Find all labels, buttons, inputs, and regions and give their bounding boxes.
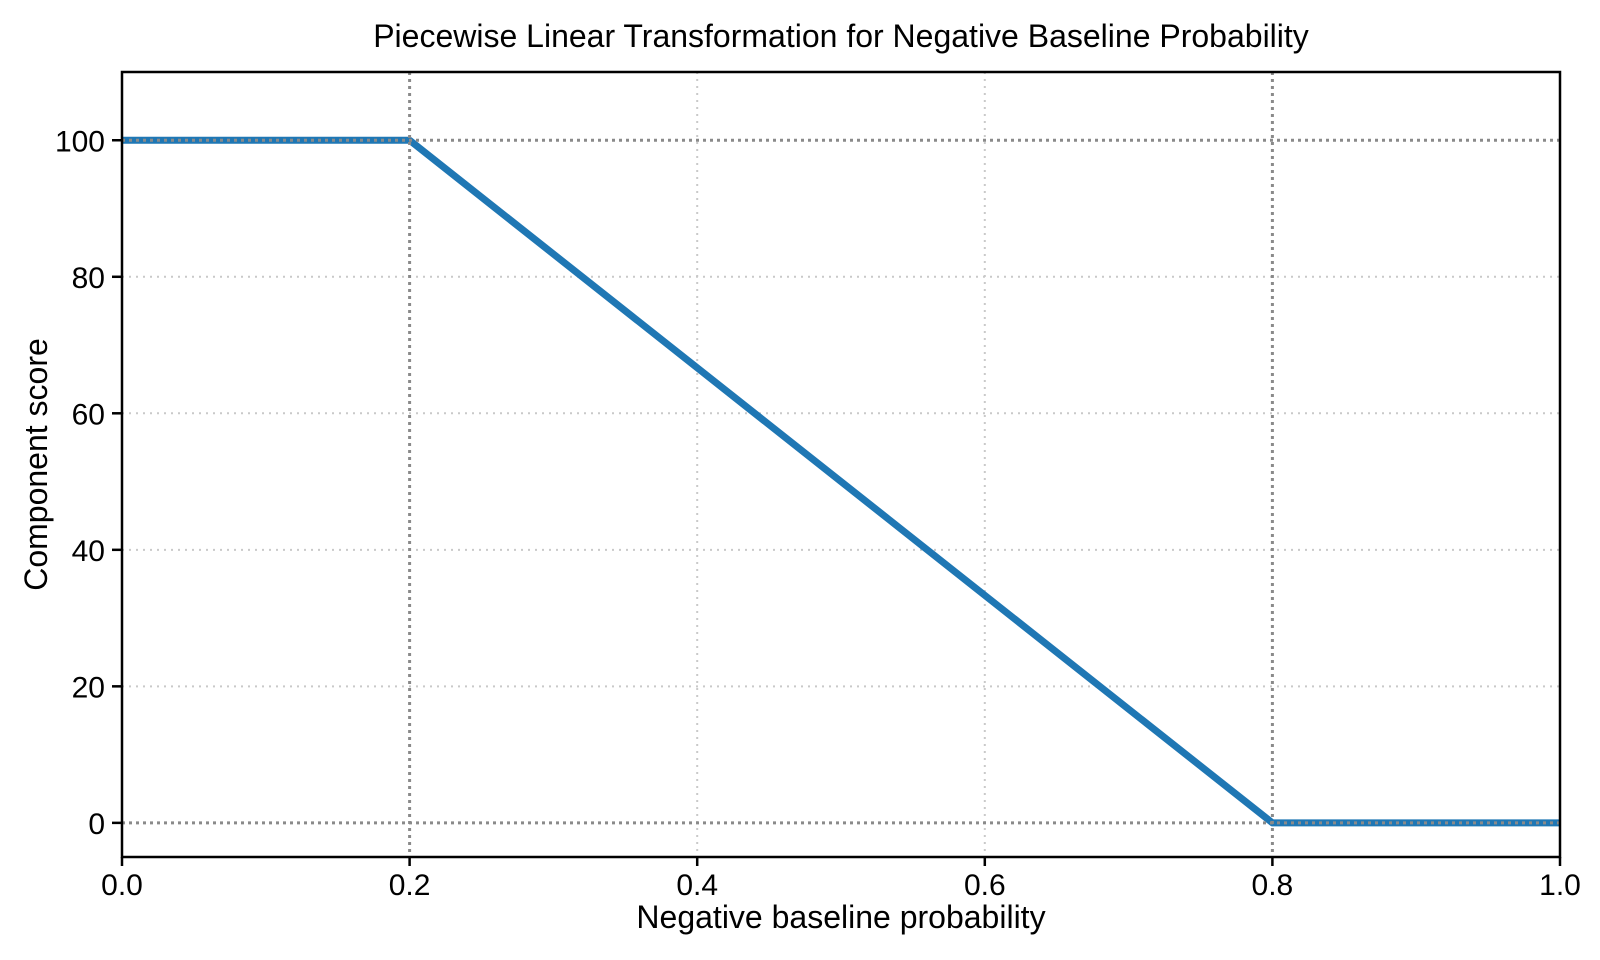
- series-layer: [122, 136, 1560, 827]
- x-tick-label: 0.8: [1252, 869, 1294, 902]
- axes-layer: [112, 70, 1562, 866]
- x-tick-label: 0.2: [389, 869, 431, 902]
- grid-layer: [122, 72, 1560, 857]
- y-axis-label: Component score: [18, 338, 54, 591]
- y-tick-label: 100: [55, 125, 105, 158]
- tick-labels-layer: 0.0 0.2 0.4 0.6 0.8 1.0 0 20 40 60 80 100: [55, 125, 1581, 902]
- x-tick-label: 1.0: [1539, 869, 1581, 902]
- y-tick-label: 60: [72, 398, 105, 431]
- reference-lines-layer: [122, 72, 1560, 857]
- chart-title: Piecewise Linear Transformation for Nega…: [373, 18, 1309, 54]
- y-tick-label: 40: [72, 535, 105, 568]
- y-tick-label: 20: [72, 671, 105, 704]
- x-axis-label: Negative baseline probability: [636, 899, 1045, 935]
- x-tick-label: 0.6: [964, 869, 1006, 902]
- x-tick-label: 0.0: [101, 869, 143, 902]
- y-tick-label: 0: [88, 808, 105, 841]
- plot-box: [120, 70, 1562, 859]
- x-tick-label: 0.4: [676, 869, 718, 902]
- y-tick-label: 80: [72, 262, 105, 295]
- series-line: [122, 136, 1560, 827]
